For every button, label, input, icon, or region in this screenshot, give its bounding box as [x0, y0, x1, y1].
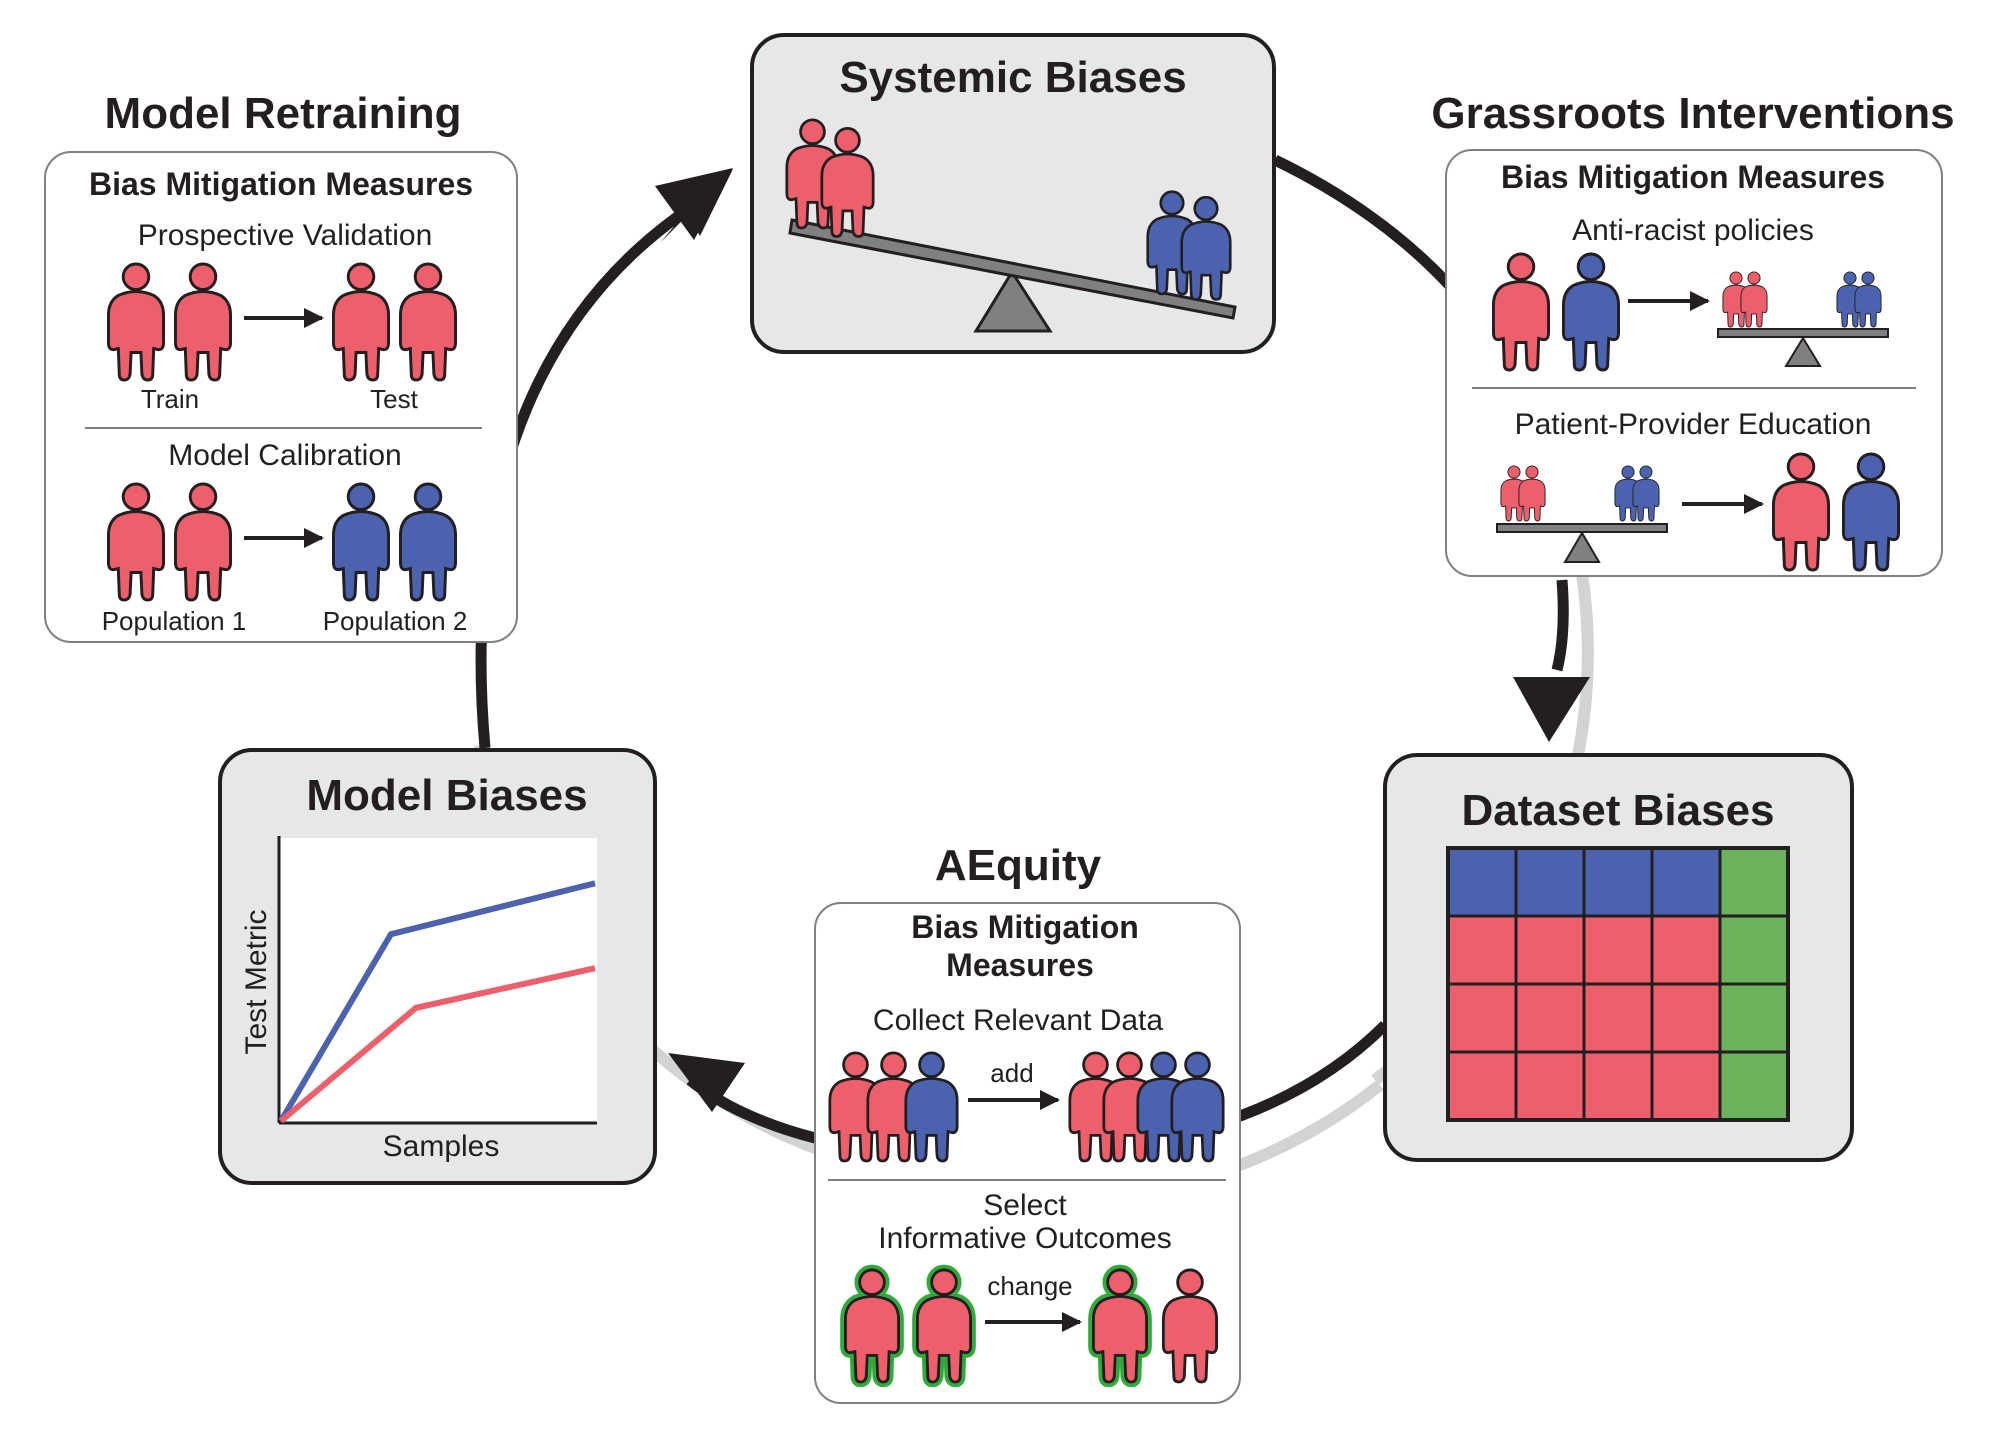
aequity-item2-label-line1: Select	[983, 1189, 1067, 1222]
dataset-biases-panel: Dataset Biases	[1383, 753, 1854, 1162]
grassroots-panel: Grassroots Interventions Bias Mitigation…	[1431, 89, 1955, 577]
dataset-cell-1-2	[1582, 914, 1654, 986]
dataset-grid-frame	[1446, 846, 1790, 1122]
dataset-cell-1-4	[1718, 914, 1790, 986]
aequity-item2-arrow-label: change	[987, 1271, 1072, 1301]
chart-series-line-0	[278, 880, 596, 1123]
dataset-cell-1-3	[1650, 914, 1722, 986]
seesaw-beam	[788, 218, 1237, 320]
aequity-title: AEquity	[935, 841, 1102, 890]
dataset-cell-3-0	[1446, 1050, 1518, 1122]
dataset-cell-2-1	[1514, 982, 1586, 1054]
grassroots-item2-label: Patient-Provider Education	[1515, 408, 1872, 441]
retraining-item1-label: Prospective Validation	[138, 219, 433, 252]
arrowhead-to-dataset	[1513, 677, 1590, 742]
retraining-header: Bias Mitigation Measures	[89, 166, 473, 202]
dataset-cell-0-1	[1514, 846, 1586, 918]
systemic-biases-panel: Systemic Biases	[750, 33, 1276, 354]
grassroots-box	[1445, 149, 1943, 577]
seesaw	[788, 218, 1237, 333]
grassroots-item1-balanced-scale	[1717, 271, 1889, 367]
dataset-cell-1-1	[1514, 914, 1586, 986]
aequity-panel: AEquity Bias Mitigation Measures Collect…	[814, 841, 1241, 1404]
dataset-cell-2-2	[1582, 982, 1654, 1054]
dataset-title: Dataset Biases	[1461, 786, 1774, 835]
chart-series-line-1	[279, 965, 596, 1124]
dataset-cell-3-2	[1582, 1050, 1654, 1122]
retraining-box	[44, 151, 518, 643]
retraining-item2-left-label: Population 1	[102, 606, 247, 636]
arrow-grassroots-to-dataset	[1551, 579, 1569, 672]
systemic-title: Systemic Biases	[839, 53, 1186, 102]
dataset-cell-0-4	[1718, 846, 1790, 918]
dataset-cell-3-1	[1514, 1050, 1586, 1122]
retraining-item2-right-label: Population 2	[323, 606, 468, 636]
dataset-cell-0-3	[1650, 846, 1722, 918]
dataset-cell-2-0	[1446, 982, 1518, 1054]
dataset-grid	[1446, 846, 1790, 1122]
aequity-item1-label: Collect Relevant Data	[873, 1004, 1163, 1037]
dataset-cell-0-0	[1446, 846, 1518, 918]
retraining-item1-right-label: Test	[370, 384, 418, 414]
dataset-cell-0-2	[1582, 846, 1654, 918]
retraining-panel: Model Retraining Bias Mitigation Measure…	[44, 89, 518, 643]
chart-x-label: Samples	[383, 1130, 500, 1163]
grassroots-item1-label: Anti-racist policies	[1572, 214, 1814, 247]
aequity-header-line1: Bias Mitigation	[911, 909, 1139, 945]
systemic-box	[750, 33, 1276, 354]
grassroots-title: Grassroots Interventions	[1431, 89, 1954, 138]
retraining-title: Model Retraining	[105, 89, 462, 138]
grassroots-item2-balanced-scale	[1496, 465, 1668, 563]
aequity-header-line2: Measures	[946, 947, 1094, 983]
dataset-cell-1-0	[1446, 914, 1518, 986]
model-biases-panel: Model Biases Samples Test Metric	[218, 748, 657, 1185]
dataset-cell-3-3	[1650, 1050, 1722, 1122]
arrowhead-to-systemic-main	[655, 168, 733, 240]
dataset-cell-2-4	[1718, 982, 1790, 1054]
chart-y-label: Test Metric	[240, 909, 273, 1054]
aequity-item1-arrow-label: add	[990, 1058, 1033, 1088]
model-title: Model Biases	[306, 771, 587, 820]
grassroots-header: Bias Mitigation Measures	[1501, 159, 1885, 195]
chart-lines	[278, 880, 596, 1124]
dataset-cell-3-4	[1718, 1050, 1790, 1122]
arrowhead-to-model	[668, 1053, 745, 1112]
seesaw-fulcrum	[973, 269, 1053, 333]
dataset-cell-2-3	[1650, 982, 1722, 1054]
retraining-item1-left-label: Train	[141, 384, 199, 414]
aequity-item2-label-line2: Informative Outcomes	[878, 1222, 1171, 1255]
retraining-item2-label: Model Calibration	[168, 439, 401, 472]
